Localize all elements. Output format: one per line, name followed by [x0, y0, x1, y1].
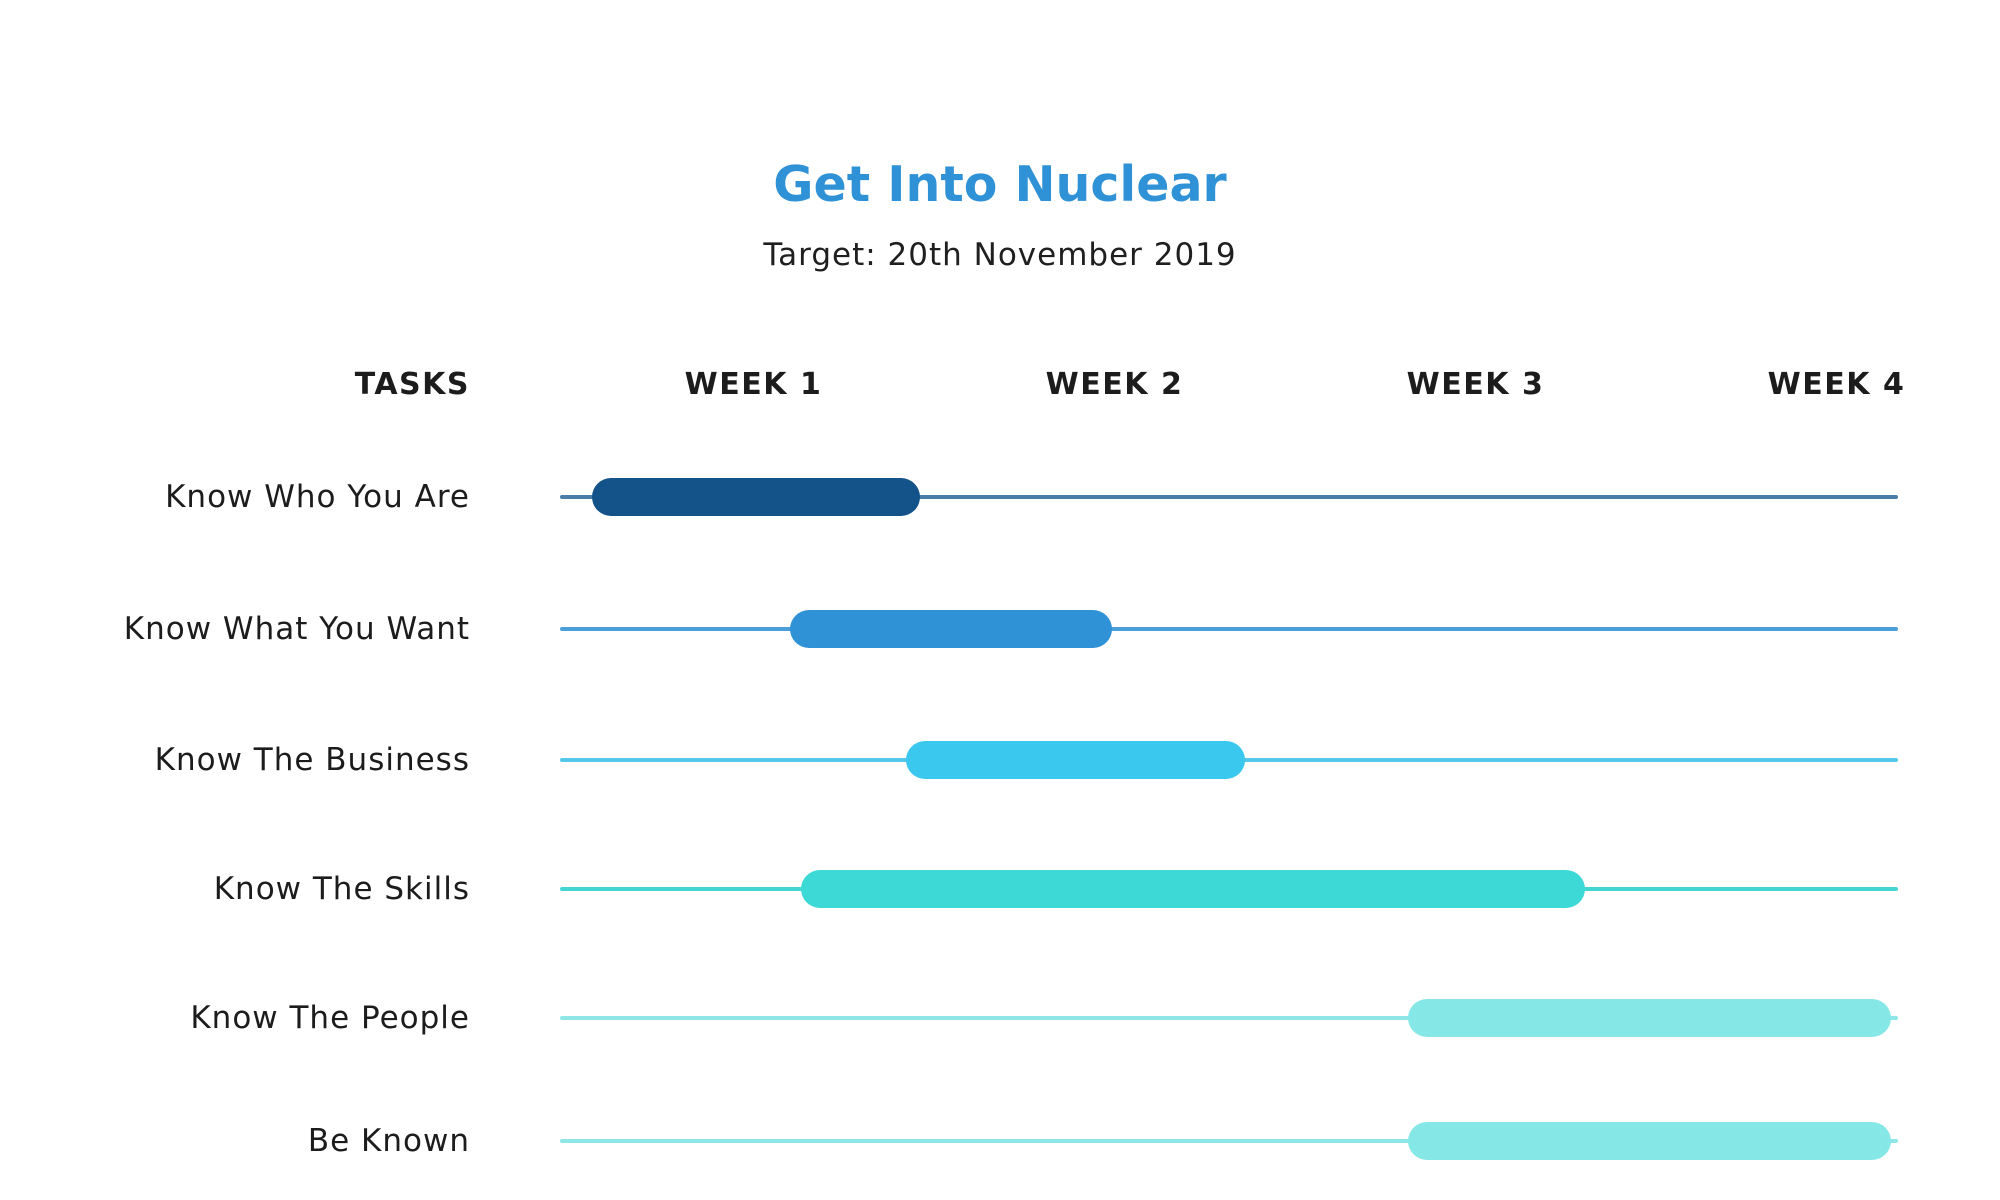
- task-track-line: [560, 1016, 1898, 1020]
- week-header-3: WEEK 3: [1406, 367, 1545, 402]
- week-header-4: WEEK 4: [1767, 367, 1906, 402]
- task-bar: [591, 478, 921, 516]
- task-label: Know Who You Are: [165, 479, 470, 515]
- task-label: Know The Skills: [213, 871, 470, 907]
- week-header-1: WEEK 1: [684, 367, 823, 402]
- task-label: Know The Business: [154, 742, 470, 778]
- task-track-line: [560, 495, 1898, 499]
- task-bar: [790, 610, 1112, 648]
- task-bar: [1407, 1122, 1892, 1160]
- task-track-line: [560, 627, 1898, 631]
- task-track-line: [560, 1139, 1898, 1143]
- task-label: Know What You Want: [123, 611, 470, 647]
- task-bar: [801, 870, 1585, 908]
- task-bar: [1407, 999, 1892, 1037]
- task-bar: [905, 741, 1246, 779]
- task-label: Be Known: [307, 1123, 470, 1159]
- chart-title: Get Into Nuclear: [773, 156, 1227, 213]
- task-label: Know The People: [190, 1000, 470, 1036]
- tasks-header: TASKS: [354, 367, 470, 402]
- week-header-2: WEEK 2: [1045, 367, 1184, 402]
- chart-subtitle: Target: 20th November 2019: [763, 237, 1237, 273]
